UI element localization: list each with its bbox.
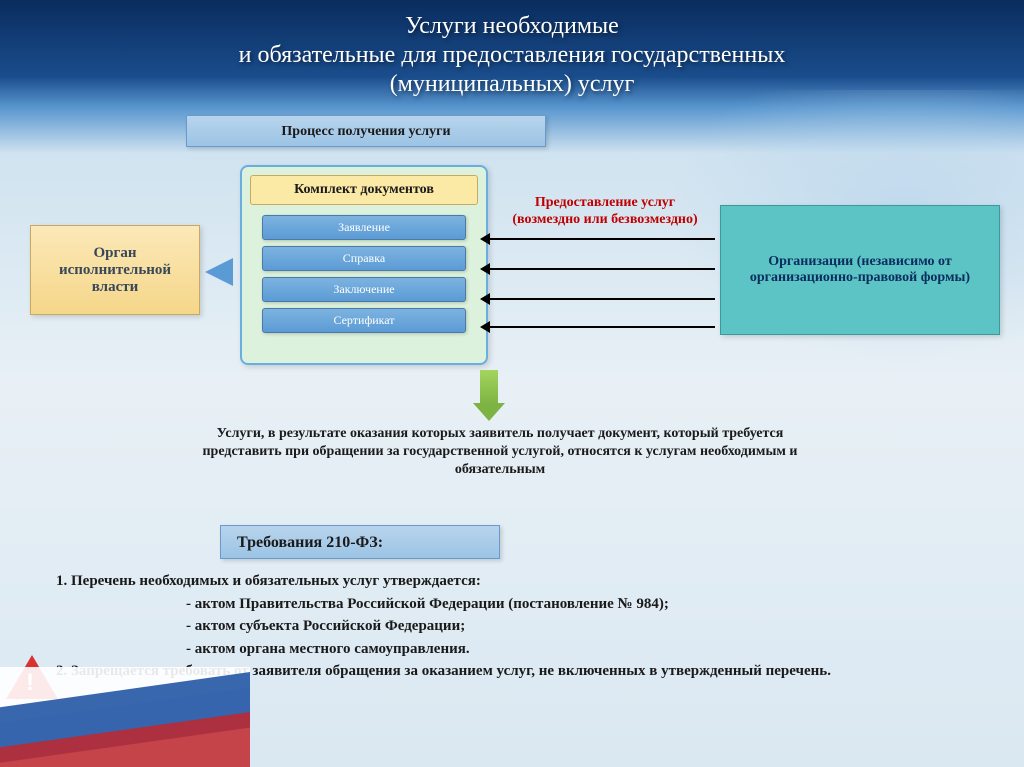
arrow-black-icon bbox=[490, 238, 715, 240]
requirements-title: Требования 210-ФЗ: bbox=[220, 525, 500, 559]
services-provision-label: Предоставление услуг (возмездно или безв… bbox=[510, 195, 700, 229]
title-line1: Услуги необходимые bbox=[405, 13, 619, 39]
req-line: - актом Правительства Российской Федерац… bbox=[56, 593, 996, 616]
title-line3: (муниципальных) услуг bbox=[390, 71, 635, 97]
slide-title: Услуги необходимые и обязательные для пр… bbox=[0, 0, 1024, 98]
arrow-black-icon bbox=[490, 298, 715, 300]
title-line2: и обязательные для предоставления госуда… bbox=[239, 42, 786, 68]
arrow-left-icon bbox=[205, 258, 233, 286]
req-line: - актом субъекта Российской Федерации; bbox=[56, 615, 996, 638]
arrow-down-icon bbox=[480, 370, 498, 405]
warning-icon: ! bbox=[6, 655, 58, 699]
req-line: 2. Запрещается требовать от заявителя об… bbox=[56, 660, 996, 683]
executive-authority-box: Орган исполнительной власти bbox=[30, 225, 200, 315]
arrow-black-icon bbox=[490, 326, 715, 328]
doc-item: Справка bbox=[262, 246, 466, 271]
req-line: - актом органа местного самоуправления. bbox=[56, 638, 996, 661]
doc-item: Заявление bbox=[262, 215, 466, 240]
req-line: 1. Перечень необходимых и обязательных у… bbox=[56, 570, 996, 593]
documents-title: Комплект документов bbox=[250, 175, 478, 205]
doc-item: Сертификат bbox=[262, 308, 466, 333]
process-title-box: Процесс получения услуги bbox=[186, 115, 546, 147]
requirements-text: 1. Перечень необходимых и обязательных у… bbox=[56, 570, 996, 683]
doc-item: Заключение bbox=[262, 277, 466, 302]
documents-panel: Комплект документов Заявление Справка За… bbox=[240, 165, 488, 365]
organizations-box: Организации (независимо от организационн… bbox=[720, 205, 1000, 335]
arrow-black-icon bbox=[490, 268, 715, 270]
middle-description: Услуги, в результате оказания которых за… bbox=[180, 425, 820, 480]
